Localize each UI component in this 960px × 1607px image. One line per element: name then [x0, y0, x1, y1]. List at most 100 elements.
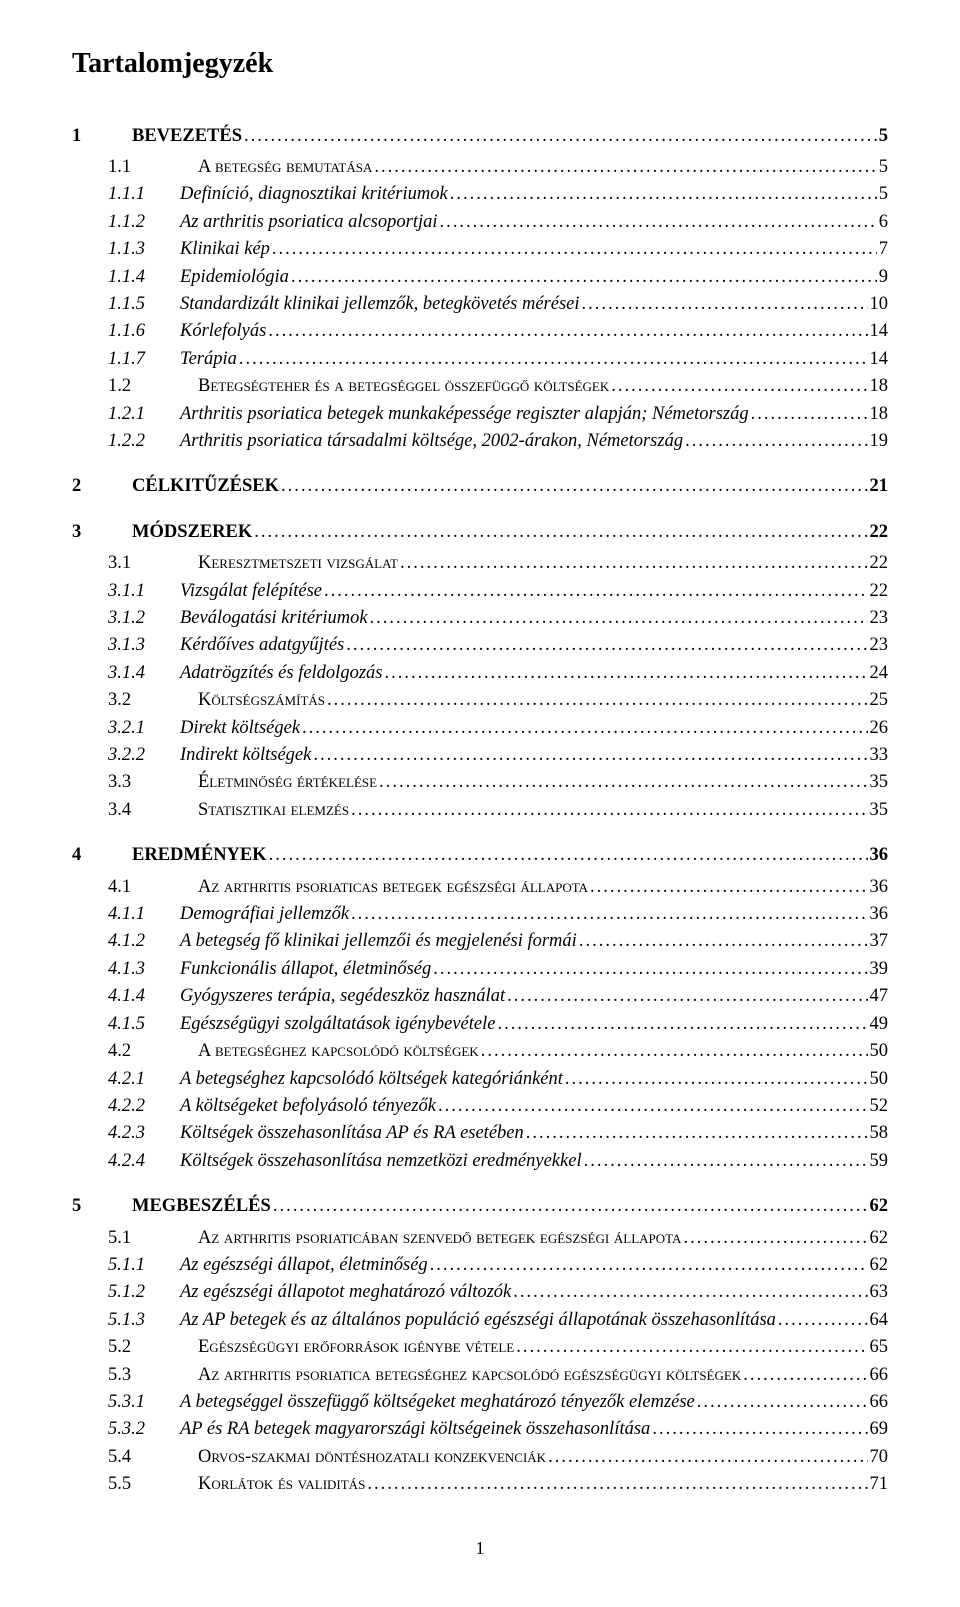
toc-entry-number: 4.1.5 [108, 1012, 168, 1036]
toc-entry-label: Az arthritis psoriatica alcsoportjai [180, 210, 437, 234]
toc-leader-dots: ........................................… [272, 237, 877, 261]
toc-entry-page: 23 [870, 606, 889, 630]
toc-entry: 5MEGBESZÉLÉS............................… [72, 1193, 888, 1220]
toc-entry: 1.1.2Az arthritis psoriatica alcsoportja… [72, 208, 888, 235]
toc-entry-number: 4.1.2 [108, 929, 168, 953]
toc-entry-number: 4.1.4 [108, 984, 168, 1008]
toc-leader-dots: ........................................… [239, 347, 868, 371]
toc-entry-page: 62 [870, 1194, 889, 1218]
toc-leader-dots: ........................................… [611, 374, 867, 398]
toc-entry: 1.1.3Klinikai kép.......................… [72, 236, 888, 263]
toc-entry-page: 5 [879, 155, 888, 179]
toc-entry: 5.2Egészségügyi erőforrások igénybe véte… [72, 1334, 888, 1361]
toc-entry-number: 3.4 [108, 798, 156, 822]
toc-entry: 3.1.4Adatrögzítés és feldolgozás........… [72, 659, 888, 686]
toc-entry-page: 22 [870, 579, 889, 603]
toc-leader-dots: ........................................… [685, 429, 867, 453]
toc-entry: 5.3.2AP és RA betegek magyarországi költ… [72, 1416, 888, 1443]
toc-leader-dots: ........................................… [269, 843, 868, 867]
toc-leader-dots: ........................................… [367, 1472, 867, 1496]
toc-entry: 5.5Korlátok és validitás................… [72, 1471, 888, 1498]
toc-entry-label: Betegségteher és a betegséggel összefügg… [198, 374, 609, 398]
toc-entry-page: 66 [870, 1390, 889, 1414]
toc-leader-dots: ........................................… [526, 1121, 868, 1145]
toc-entry-label: Standardizált klinikai jellemzők, betegk… [180, 292, 580, 316]
toc-entry-page: 23 [870, 633, 889, 657]
toc-entry: 4.2.2A költségeket befolyásoló tényezők.… [72, 1092, 888, 1119]
toc-entry-number: 5.1.1 [108, 1253, 168, 1277]
toc-entry-number: 1.2.2 [108, 429, 168, 453]
toc-entry: 3.2.2Indirekt költségek.................… [72, 742, 888, 769]
toc-entry-number: 3.3 [108, 770, 156, 794]
toc-leader-dots: ........................................… [565, 1067, 868, 1091]
toc-leader-dots: ........................................… [497, 1012, 867, 1036]
toc-entry-number: 5 [72, 1194, 102, 1218]
toc-entry: 1.1.5 Standardizált klinikai jellemzők, b… [72, 290, 888, 317]
toc-entry-label: Arthritis psoriatica társadalmi költsége… [180, 429, 683, 453]
toc-entry-label: AP és RA betegek magyarországi költségei… [180, 1417, 650, 1441]
toc-entry-number: 4.2.3 [108, 1121, 168, 1145]
toc-entry-label: Költségszámítás [198, 688, 325, 712]
toc-entry-number: 4.2.4 [108, 1149, 168, 1173]
toc-entry-page: 6 [879, 210, 888, 234]
toc-entry-label: Költségek összehasonlítása AP és RA eset… [180, 1121, 524, 1145]
toc-entry: 4.1Az arthritis psoriaticas betegek egés… [72, 873, 888, 900]
toc-entry-page: 9 [879, 265, 888, 289]
toc-entry: 5.3Az arthritis psoriatica betegséghez k… [72, 1361, 888, 1388]
toc-entry-number: 3 [72, 520, 102, 544]
toc-entry-label: Életminőség értékelése [198, 770, 377, 794]
toc-entry-page: 14 [870, 319, 889, 343]
toc-leader-dots: ........................................… [450, 182, 877, 206]
toc-entry: 3.2.1Direkt költségek...................… [72, 714, 888, 741]
toc-entry-label: Az egészségi állapotot meghatározó válto… [180, 1280, 511, 1304]
toc-entry-label: Költségek összehasonlítása nemzetközi er… [180, 1149, 582, 1173]
toc-leader-dots: ........................................… [548, 1445, 867, 1469]
toc-entry-number: 5.1.3 [108, 1308, 168, 1332]
toc-leader-dots: ........................................… [302, 716, 867, 740]
toc-entry-label: Az egészségi állapot, életminőség [180, 1253, 428, 1277]
toc-entry-label: Kórlefolyás [180, 319, 266, 343]
toc-entry-number: 1.1.1 [108, 182, 168, 206]
toc-entry-page: 19 [870, 429, 889, 453]
toc-entry: 4.2.1A betegséghez kapcsolódó költségek … [72, 1065, 888, 1092]
toc-entry: 3.1Keresztmetszeti vizsgálat............… [72, 550, 888, 577]
toc-entry-page: 39 [870, 957, 889, 981]
toc-entry-page: 18 [870, 402, 889, 426]
toc-entry-page: 69 [870, 1417, 889, 1441]
toc-entry: 1.1.7Terápia............................… [72, 345, 888, 372]
toc-entry-page: 49 [870, 1012, 889, 1036]
toc-entry-label: Funkcionális állapot, életminőség [180, 957, 431, 981]
toc-entry-label: EREDMÉNYEK [132, 843, 267, 867]
toc-leader-dots: ........................................… [327, 688, 867, 712]
toc-entry-page: 50 [870, 1067, 889, 1091]
toc-entry-page: 36 [870, 902, 889, 926]
toc-entry-page: 33 [870, 743, 889, 767]
toc-leader-dots: ........................................… [683, 1226, 867, 1250]
toc-entry-label: Az arthritis psoriaticában szenvedő bete… [198, 1226, 681, 1250]
toc-entry-number: 3.1.1 [108, 579, 168, 603]
toc-entry: 5.4Orvos-szakmai döntéshozatali konzekve… [72, 1443, 888, 1470]
toc-entry: 1.1.4Epidemiológia......................… [72, 263, 888, 290]
toc-entry-page: 71 [870, 1472, 889, 1496]
toc-entry-number: 4.2.2 [108, 1094, 168, 1118]
toc-leader-dots: ........................................… [584, 1149, 868, 1173]
toc-entry-label: A betegség bemutatása [198, 155, 372, 179]
toc-entry-page: 18 [870, 374, 889, 398]
toc-entry-number: 1.1.5 [108, 292, 168, 316]
toc-entry-number: 3.1.4 [108, 661, 168, 685]
toc-entry-label: Kérdőíves adatgyűjtés [180, 633, 344, 657]
toc-entry-label: Az arthritis psoriaticas betegek egészsé… [198, 875, 588, 899]
toc-entry-label: Klinikai kép [180, 237, 270, 261]
toc-entry-number: 4.2.1 [108, 1067, 168, 1091]
toc-entry: 5.1.1Az egészségi állapot, életminőség..… [72, 1251, 888, 1278]
toc-entry-label: MEGBESZÉLÉS [132, 1194, 271, 1218]
toc-entry-number: 3.1 [108, 551, 156, 575]
toc-entry-page: 63 [870, 1280, 889, 1304]
toc-entry-page: 22 [870, 551, 889, 575]
toc-entry-label: BEVEZETÉS [132, 124, 242, 148]
toc-entry: 4.1.1Demográfiai jellemzők..............… [72, 901, 888, 928]
toc-entry-page: 21 [870, 474, 889, 498]
toc-entry-page: 5 [879, 124, 888, 148]
toc-entry-number: 1.1.6 [108, 319, 168, 343]
toc-entry-label: Terápia [180, 347, 237, 371]
